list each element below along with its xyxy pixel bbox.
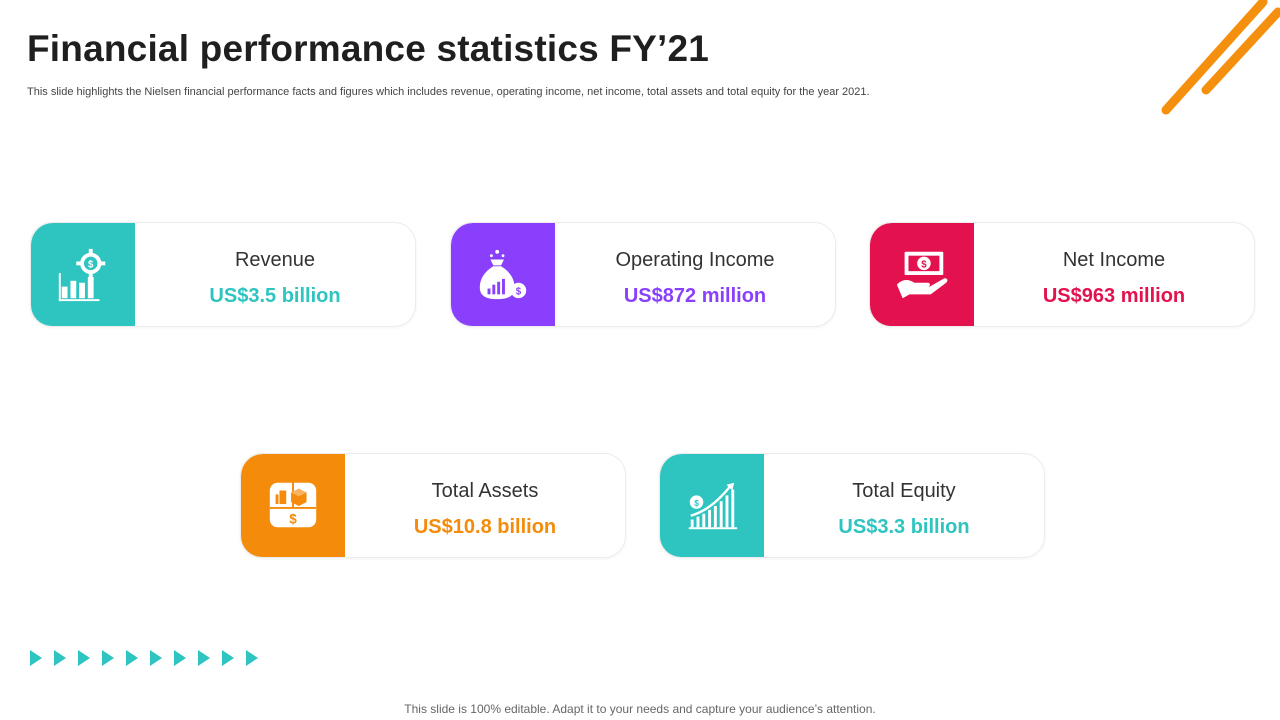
revenue-chart-gear-icon: $	[58, 248, 106, 301]
operating-income-icon-tile: $	[451, 223, 555, 326]
decorative-arrow-row	[30, 650, 258, 668]
svg-text:$: $	[921, 259, 927, 270]
play-arrow-icon	[174, 650, 186, 666]
svg-text:$: $	[88, 259, 94, 270]
revenue-icon-tile: $	[31, 223, 135, 326]
total-equity-value: US$3.3 billion	[838, 516, 970, 538]
decorative-stripes	[1161, 0, 1280, 115]
assets-icon: $	[269, 480, 317, 527]
play-arrow-icon	[30, 650, 42, 666]
play-arrow-icon	[246, 650, 258, 666]
operating-income-value: US$872 million	[623, 285, 767, 307]
play-arrow-icon	[126, 650, 138, 666]
revenue-label: Revenue	[234, 249, 316, 271]
page-subtitle: This slide highlights the Nielsen financ…	[27, 86, 870, 98]
operating-income-card: $ Operating Income US$872 million	[450, 222, 836, 327]
play-arrow-icon	[198, 650, 210, 666]
play-arrow-icon	[78, 650, 90, 666]
total-equity-label: Total Equity	[852, 480, 956, 502]
net-income-value: US$963 million	[1042, 285, 1186, 307]
total-assets-text: Total Assets US$10.8 billion	[345, 454, 625, 557]
revenue-text: Revenue US$3.5 billion	[135, 223, 415, 326]
play-arrow-icon	[150, 650, 162, 666]
total-assets-label: Total Assets	[431, 480, 539, 502]
total-assets-card: $ Total Assets US$10.8 billion	[240, 453, 626, 558]
total-assets-value: US$10.8 billion	[413, 516, 557, 538]
net-income-text: Net Income US$963 million	[974, 223, 1254, 326]
revenue-card: $ Revenue US$3.5 billion	[30, 222, 416, 327]
play-arrow-icon	[102, 650, 114, 666]
net-income-label: Net Income	[1062, 249, 1166, 271]
play-arrow-icon	[54, 650, 66, 666]
total-assets-icon-tile: $	[241, 454, 345, 557]
growth-chart-icon: $	[688, 482, 738, 529]
total-equity-text: Total Equity US$3.3 billion	[764, 454, 1044, 557]
page-title: Financial performance statistics FY’21	[27, 28, 710, 69]
svg-text:$: $	[516, 286, 522, 297]
net-income-icon-tile: $	[870, 223, 974, 326]
svg-text:$: $	[694, 498, 699, 508]
money-bag-icon: $	[479, 249, 527, 299]
revenue-value: US$3.5 billion	[209, 285, 341, 307]
operating-income-text: Operating Income US$872 million	[555, 223, 835, 326]
net-income-card: $ Net Income US$963 million	[869, 222, 1255, 327]
svg-text:$: $	[289, 511, 297, 526]
play-arrow-icon	[222, 650, 234, 666]
total-equity-icon-tile: $	[660, 454, 764, 557]
footer-note: This slide is 100% editable. Adapt it to…	[404, 702, 876, 716]
operating-income-label: Operating Income	[615, 249, 775, 271]
total-equity-card: $ Total Equity US$3.3 billion	[659, 453, 1045, 558]
hand-banknote-icon: $	[896, 251, 948, 298]
